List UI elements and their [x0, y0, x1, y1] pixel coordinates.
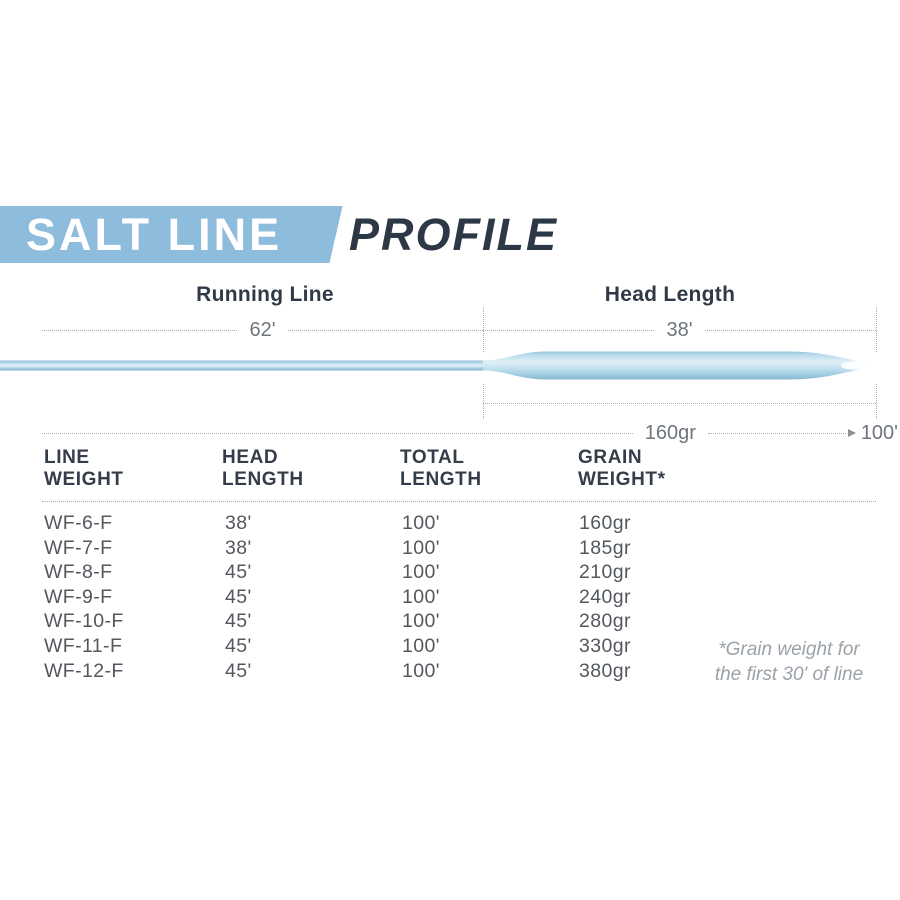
cell-total-length: 100'	[402, 536, 440, 559]
footnote-line1: *Grain weight for	[718, 639, 860, 660]
total-length-dimension: 160gr 100'	[42, 422, 898, 444]
table-row: WF-10-F 45' 100' 280gr	[0, 609, 900, 634]
fly-line-profile-illustration	[0, 351, 865, 380]
cell-total-length: 100'	[402, 610, 440, 633]
table-row: WF-9-F 45' 100' 240gr	[0, 585, 900, 610]
column-header-head-length: HEAD LENGTH	[222, 447, 304, 491]
cell-line-weight: WF-8-F	[44, 561, 113, 584]
cell-head-length: 38'	[225, 536, 252, 559]
cell-total-length: 100'	[402, 512, 440, 534]
dotted-line	[704, 329, 877, 331]
footnote-line2: the first 30' of line	[714, 664, 864, 685]
cell-grain-weight: 185gr	[579, 536, 631, 559]
dotted-line	[483, 329, 655, 331]
welded-loop-tip	[841, 361, 865, 370]
cell-head-length: 45'	[225, 561, 252, 584]
column-header-line-weight: LINE WEIGHT	[44, 447, 124, 491]
running-line-label: Running Line	[196, 283, 334, 306]
dotted-line	[707, 432, 846, 434]
cell-line-weight: WF-11-F	[44, 634, 123, 657]
spec-table: WF-6-F 38' 100' 160gr WF-7-F 38' 100' 18…	[0, 511, 900, 683]
cell-head-length: 45'	[225, 634, 252, 657]
column-header-line1: TOTAL	[400, 447, 465, 468]
column-header-line2: WEIGHT*	[578, 469, 666, 490]
cell-grain-weight: 210gr	[579, 561, 631, 584]
page-title-secondary: PROFILE	[349, 209, 559, 260]
head-start-tick-top	[483, 307, 484, 352]
column-header-line1: GRAIN	[578, 447, 643, 468]
cell-head-length: 38'	[225, 512, 252, 534]
table-row: WF-8-F 45' 100' 210gr	[0, 560, 900, 585]
cell-total-length: 100'	[402, 659, 440, 682]
cell-grain-weight: 160gr	[579, 512, 631, 534]
dotted-line	[42, 329, 238, 331]
cell-grain-weight: 330gr	[579, 634, 631, 657]
cell-line-weight: WF-7-F	[44, 536, 113, 559]
column-header-line1: LINE	[44, 447, 90, 468]
running-line-segment	[0, 360, 497, 371]
cell-head-length: 45'	[225, 585, 252, 608]
running-line-length-value: 62'	[249, 318, 276, 341]
head-segment	[483, 351, 865, 380]
table-header-separator	[42, 501, 876, 502]
dotted-line	[287, 329, 484, 331]
head-length-dimension: 38'	[483, 318, 877, 341]
column-header-total-length: TOTAL LENGTH	[400, 447, 482, 491]
column-header-grain-weight: GRAIN WEIGHT*	[578, 447, 666, 491]
head-length-value: 38'	[666, 318, 693, 341]
column-header-line2: WEIGHT	[44, 469, 124, 490]
cell-head-length: 45'	[225, 610, 252, 633]
cell-total-length: 100'	[402, 585, 440, 608]
column-header-line2: LENGTH	[222, 469, 304, 490]
table-row: WF-12-F 45' 100' 380gr	[0, 659, 900, 684]
page-title-primary: SALT LINE	[26, 209, 283, 260]
head-start-tick-bottom	[483, 384, 484, 419]
cell-total-length: 100'	[402, 561, 440, 584]
cell-total-length: 100'	[402, 634, 440, 657]
head-end-tick-top	[876, 307, 877, 352]
dotted-line	[42, 432, 633, 434]
cell-line-weight: WF-6-F	[44, 512, 113, 534]
cell-grain-weight: 380gr	[579, 659, 631, 682]
head-span-dotted-line	[483, 403, 876, 404]
grain-weight-footnote: *Grain weight for the first 30' of line	[683, 637, 895, 687]
total-length-value: 100'	[860, 421, 898, 444]
cell-grain-weight: 240gr	[579, 585, 631, 608]
head-end-tick-bottom	[876, 384, 877, 419]
grain-weight-value: 160gr	[644, 421, 696, 444]
table-row: WF-6-F 38' 100' 160gr	[0, 511, 900, 536]
table-row: WF-7-F 38' 100' 185gr	[0, 536, 900, 561]
column-header-line2: LENGTH	[400, 469, 482, 490]
column-header-line1: HEAD	[222, 447, 279, 468]
cell-line-weight: WF-12-F	[44, 659, 124, 682]
cell-grain-weight: 280gr	[579, 610, 631, 633]
cell-head-length: 45'	[225, 659, 252, 682]
cell-line-weight: WF-10-F	[44, 610, 124, 633]
head-length-label: Head Length	[604, 283, 736, 306]
table-row: WF-11-F 45' 100' 330gr	[0, 634, 900, 659]
running-line-dimension: 62'	[42, 318, 484, 341]
cell-line-weight: WF-9-F	[44, 585, 113, 608]
arrow-right-icon	[847, 429, 856, 437]
